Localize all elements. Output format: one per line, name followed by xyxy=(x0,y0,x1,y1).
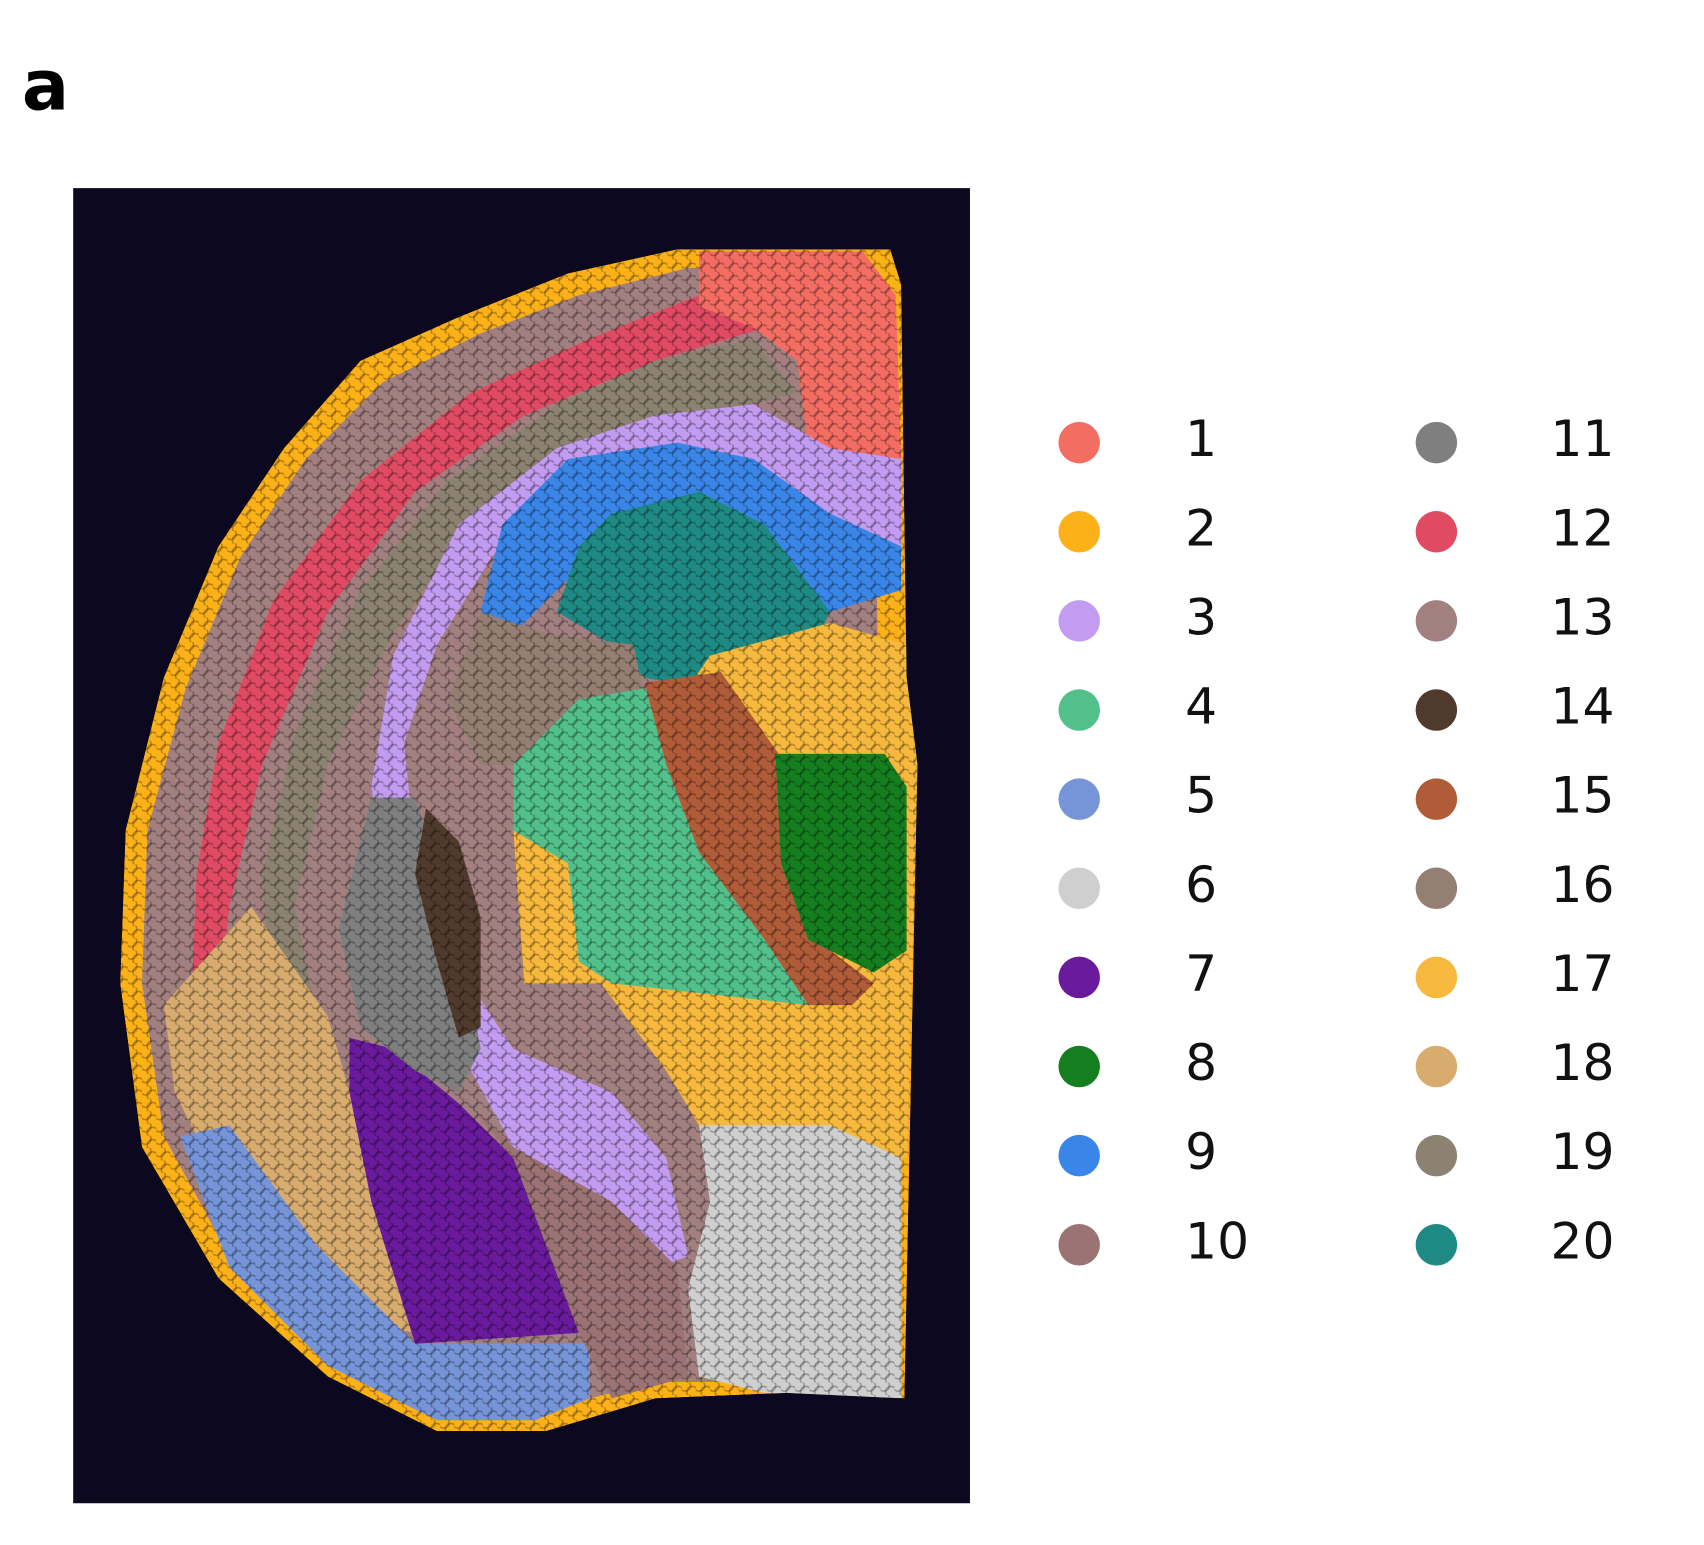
legend-label: 3 xyxy=(1185,587,1217,646)
legend-label: 1 xyxy=(1185,409,1217,468)
legend-marker xyxy=(1415,778,1458,820)
legend-marker xyxy=(1058,867,1100,910)
legend-marker xyxy=(1415,511,1458,553)
legend-marker xyxy=(1415,867,1458,910)
legend-label: 4 xyxy=(1185,677,1217,736)
legend-label: 8 xyxy=(1185,1033,1217,1092)
legend-label: 20 xyxy=(1551,1211,1615,1270)
legend-marker xyxy=(1415,421,1458,464)
legend-marker xyxy=(1058,421,1100,464)
legend-marker xyxy=(1415,956,1458,999)
legend-marker xyxy=(1415,1045,1458,1088)
legend-label: 12 xyxy=(1551,498,1615,557)
legend-marker xyxy=(1058,1134,1100,1177)
panel-label: a xyxy=(22,45,69,126)
legend-label: 14 xyxy=(1551,677,1615,736)
legend-marker xyxy=(1058,778,1100,820)
legend-label: 6 xyxy=(1185,855,1217,914)
legend-marker xyxy=(1058,511,1100,553)
legend-label: 17 xyxy=(1551,944,1615,1003)
legend-label: 16 xyxy=(1551,855,1615,914)
legend-marker xyxy=(1058,600,1100,642)
legend-marker xyxy=(1415,1134,1458,1177)
legend-label: 15 xyxy=(1551,766,1615,825)
legend-label: 13 xyxy=(1551,587,1615,646)
legend-marker xyxy=(1415,689,1458,731)
legend-marker xyxy=(1415,600,1458,642)
legend-marker xyxy=(1058,1224,1100,1266)
legend-marker xyxy=(1058,1045,1100,1088)
legend-label: 11 xyxy=(1551,409,1615,468)
legend-label: 18 xyxy=(1551,1033,1615,1092)
legend-label: 9 xyxy=(1185,1122,1217,1181)
tissue-map xyxy=(120,249,918,1432)
legend-label: 10 xyxy=(1185,1211,1249,1270)
legend-marker xyxy=(1058,956,1100,999)
legend-label: 7 xyxy=(1185,944,1217,1003)
legend-marker xyxy=(1058,689,1100,731)
legend-marker xyxy=(1415,1224,1458,1266)
legend-label: 2 xyxy=(1185,498,1217,557)
legend-label: 5 xyxy=(1185,766,1217,825)
legend-label: 19 xyxy=(1551,1122,1615,1181)
